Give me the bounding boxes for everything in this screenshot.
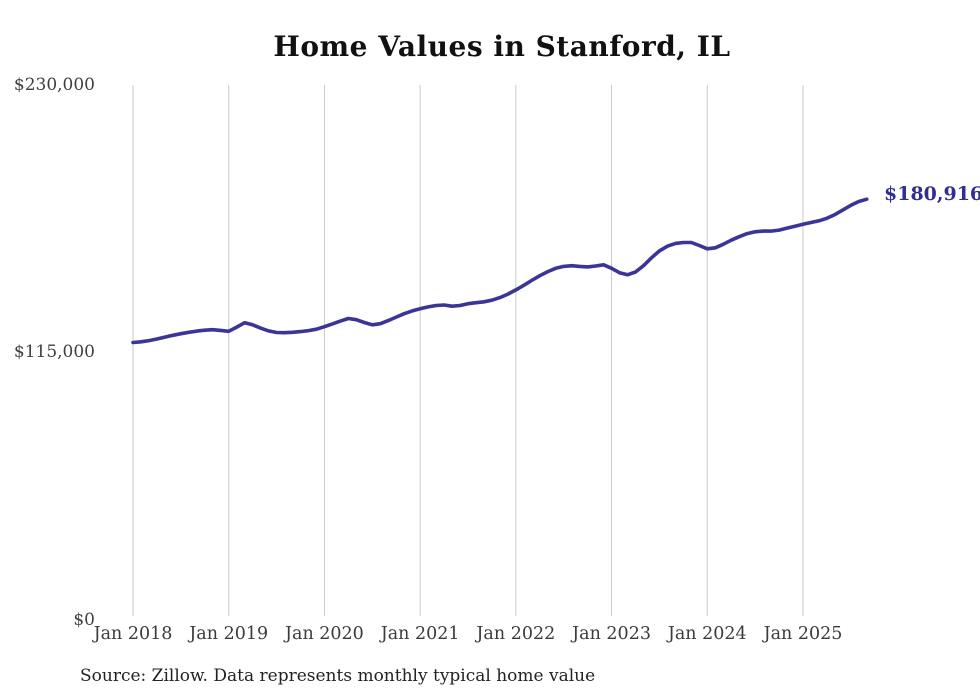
x-tick-label-jan-2020: Jan 2020 bbox=[285, 624, 364, 644]
x-tick-label-jan-2018: Jan 2018 bbox=[93, 624, 173, 644]
x-tick-label-jan-2025: Jan 2025 bbox=[763, 624, 843, 644]
vertical-gridlines bbox=[132, 85, 804, 616]
x-tick-label-jan-2023: Jan 2023 bbox=[572, 624, 651, 644]
home-value-line bbox=[131, 197, 869, 345]
x-tick-label-jan-2019: Jan 2019 bbox=[189, 624, 269, 644]
y-tick-label-115000: $115,000 bbox=[13, 342, 95, 362]
x-tick-label-jan-2022: Jan 2022 bbox=[476, 624, 556, 644]
latest-value-label: $180,916 bbox=[884, 183, 980, 205]
x-tick-label-jan-2021: Jan 2021 bbox=[380, 624, 460, 644]
source-note: Source: Zillow. Data represents monthly … bbox=[80, 666, 596, 686]
x-tick-label-jan-2024: Jan 2024 bbox=[667, 624, 747, 644]
y-tick-label-0: $0 bbox=[73, 610, 95, 630]
chart-title: Home Values in Stanford, IL bbox=[273, 30, 731, 63]
y-tick-label-230000: $230,000 bbox=[13, 75, 95, 95]
